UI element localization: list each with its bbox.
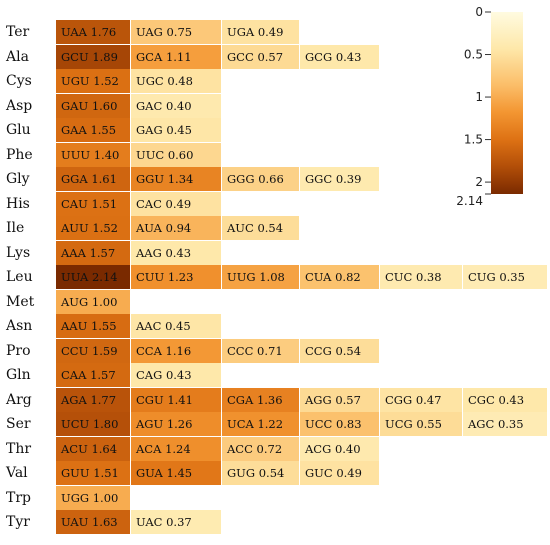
row-label-pro: Pro	[6, 342, 31, 359]
row-label-ala: Ala	[6, 48, 29, 65]
heatmap-cell-acu: ACU 1.64	[56, 436, 130, 461]
row-label-leu: Leu	[6, 269, 33, 285]
heatmap-cell-cac: CAC 0.49	[131, 191, 221, 216]
heatmap-cell-ucu: UCU 1.80	[56, 412, 130, 436]
legend-tick-label: 1.5	[464, 133, 483, 147]
heatmap-cell-aau: AAU 1.55	[56, 314, 130, 338]
heatmap-cell-gga: GGA 1.61	[56, 167, 130, 191]
heatmap-cell-agc: AGC 0.35	[463, 412, 547, 436]
heatmap-cell-agg: AGG 0.57	[300, 387, 379, 412]
heatmap-cell-acc: ACC 0.72	[222, 436, 299, 461]
heatmap-cell-aga: AGA 1.77	[56, 387, 130, 412]
legend-tick-label: 2.14	[456, 194, 483, 208]
heatmap-cell-ugu: UGU 1.52	[56, 69, 130, 93]
heatmap-cell-aag: AAG 0.43	[131, 240, 221, 265]
heatmap-cell-cgg: CGG 0.47	[380, 387, 462, 412]
heatmap-cell-cca: CCA 1.16	[131, 338, 221, 363]
heatmap-cell-ccg: CCG 0.54	[300, 338, 379, 363]
heatmap-cell-uga: UGA 0.49	[222, 20, 299, 44]
heatmap-cell-gca: GCA 1.11	[131, 44, 221, 69]
row-label-gly: Gly	[6, 171, 30, 187]
row-label-asp: Asp	[6, 97, 33, 114]
heatmap-cell-uaa: UAA 1.76	[56, 20, 130, 44]
heatmap-cell-gag: GAG 0.45	[131, 118, 221, 142]
heatmap-cell-ugc: UGC 0.48	[131, 69, 221, 93]
heatmap-cell-cuc: CUC 0.38	[380, 265, 462, 289]
heatmap-cell-gug: GUG 0.54	[222, 461, 299, 485]
legend-tick-label: 1	[475, 90, 483, 104]
heatmap-cell-gcg: GCG 0.43	[300, 44, 379, 69]
heatmap-cell-ggc: GGC 0.39	[300, 167, 379, 191]
heatmap-cell-cug: CUG 0.35	[463, 265, 547, 289]
heatmap-cell-uuc: UUC 0.60	[131, 142, 221, 167]
row-label-arg: Arg	[6, 391, 32, 408]
heatmap-cell-gcu: GCU 1.89	[56, 44, 130, 69]
heatmap-cell-acg: ACG 0.40	[300, 436, 379, 461]
heatmap-cell-aca: ACA 1.24	[131, 436, 221, 461]
heatmap-cell-ggu: GGU 1.34	[131, 167, 221, 191]
heatmap-cell-guc: GUC 0.49	[300, 461, 379, 485]
heatmap-cell-ccu: CCU 1.59	[56, 338, 130, 363]
heatmap-cell-caa: CAA 1.57	[56, 363, 130, 387]
heatmap-cell-uac: UAC 0.37	[131, 510, 221, 534]
heatmap-cell-ugg: UGG 1.00	[56, 485, 130, 510]
heatmap-cell-gua: GUA 1.45	[131, 461, 221, 485]
heatmap-cell-uau: UAU 1.63	[56, 510, 130, 534]
heatmap-cell-gcc: GCC 0.57	[222, 44, 299, 69]
heatmap-cell-guu: GUU 1.51	[56, 461, 130, 485]
heatmap-cell-aaa: AAA 1.57	[56, 240, 130, 265]
row-label-ter: Ter	[6, 24, 30, 40]
legend-tick-label: 2	[475, 175, 483, 189]
heatmap-cell-cuu: CUU 1.23	[131, 265, 221, 289]
heatmap-cell-ucc: UCC 0.83	[300, 412, 379, 436]
row-label-ile: Ile	[6, 220, 25, 236]
heatmap-cell-agu: AGU 1.26	[131, 412, 221, 436]
row-label-thr: Thr	[6, 440, 32, 457]
heatmap-cell-aua: AUA 0.94	[131, 216, 221, 240]
heatmap-cell-ccc: CCC 0.71	[222, 338, 299, 363]
heatmap-cell-aug: AUG 1.00	[56, 289, 130, 314]
legend-tick-label: 0.5	[464, 48, 483, 62]
row-label-phe: Phe	[6, 146, 33, 163]
heatmap-cell-uug: UUG 1.08	[222, 265, 299, 289]
heatmap-cell-cgc: CGC 0.43	[463, 387, 547, 412]
row-label-met: Met	[6, 293, 35, 310]
heatmap-cell-aac: AAC 0.45	[131, 314, 221, 338]
row-label-gln: Gln	[6, 367, 31, 383]
heatmap-cell-cga: CGA 1.36	[222, 387, 299, 412]
row-label-lys: Lys	[6, 244, 31, 261]
row-label-cys: Cys	[6, 73, 32, 89]
heatmap-cell-uua: UUA 2.14	[56, 265, 130, 289]
heatmap-cell-cgu: CGU 1.41	[131, 387, 221, 412]
heatmap-cell-cua: CUA 0.82	[300, 265, 379, 289]
row-label-his: His	[6, 195, 30, 212]
heatmap-cell-gau: GAU 1.60	[56, 93, 130, 118]
heatmap-cell-uag: UAG 0.75	[131, 20, 221, 44]
row-label-tyr: Tyr	[6, 514, 30, 530]
row-label-glu: Glu	[6, 122, 31, 138]
heatmap-cell-gaa: GAA 1.55	[56, 118, 130, 142]
heatmap-cell-uuu: UUU 1.40	[56, 142, 130, 167]
row-label-asn: Asn	[6, 318, 33, 334]
heatmap-cell-auc: AUC 0.54	[222, 216, 299, 240]
heatmap-cell-uca: UCA 1.22	[222, 412, 299, 436]
row-label-val: Val	[6, 465, 28, 481]
row-label-trp: Trp	[6, 489, 31, 506]
legend-tick-label: 0	[475, 5, 483, 19]
heatmap-cell-gac: GAC 0.40	[131, 93, 221, 118]
heatmap-cell-ggg: GGG 0.66	[222, 167, 299, 191]
heatmap-cell-ucg: UCG 0.55	[380, 412, 462, 436]
heatmap-cell-cau: CAU 1.51	[56, 191, 130, 216]
heatmap-cell-cag: CAG 0.43	[131, 363, 221, 387]
row-label-ser: Ser	[6, 416, 31, 432]
heatmap-cell-auu: AUU 1.52	[56, 216, 130, 240]
legend-color-bar	[491, 12, 523, 194]
